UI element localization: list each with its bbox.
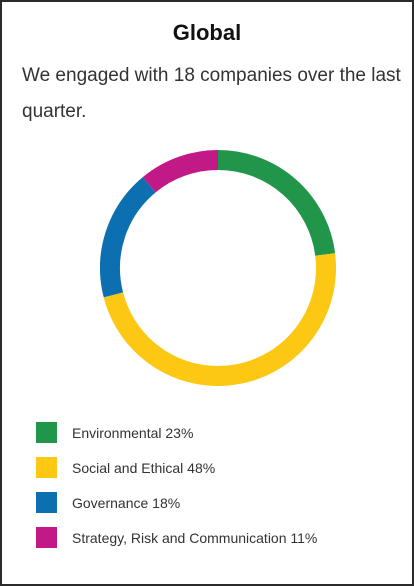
- legend-item-governance: Governance 18%: [36, 491, 317, 514]
- legend-item-environmental: Environmental 23%: [36, 421, 317, 444]
- legend-swatch-social-and-ethical: [36, 457, 57, 478]
- legend-item-strategy-risk-communication: Strategy, Risk and Communication 11%: [36, 526, 317, 549]
- donut-chart: [100, 150, 336, 386]
- chart-title: Global: [172, 20, 242, 45]
- donut-slice-governance: [100, 177, 156, 298]
- donut-slice-social-and-ethical: [103, 253, 336, 386]
- donut-slice-strategy-risk-and-communication: [142, 150, 219, 193]
- legend-swatch-strategy-risk-communication: [36, 527, 57, 548]
- legend-swatch-environmental: [36, 422, 57, 443]
- legend-swatch-governance: [36, 492, 57, 513]
- legend: Environmental 23% Social and Ethical 48%…: [36, 421, 317, 561]
- legend-label-strategy-risk-communication: Strategy, Risk and Communication 11%: [72, 529, 318, 546]
- legend-label-social-and-ethical: Social and Ethical 48%: [72, 459, 216, 476]
- legend-label-environmental: Environmental 23%: [72, 424, 194, 441]
- chart-subtitle: We engaged with 18 companies over the la…: [22, 65, 401, 122]
- donut-slice-environmental: [217, 150, 336, 256]
- legend-label-governance: Governance 18%: [72, 494, 181, 511]
- legend-item-social-and-ethical: Social and Ethical 48%: [36, 456, 317, 479]
